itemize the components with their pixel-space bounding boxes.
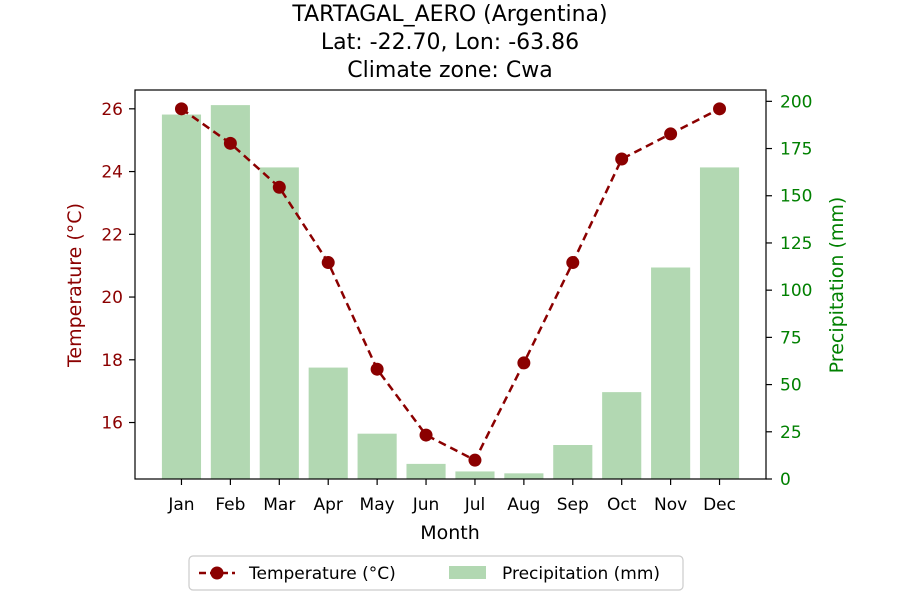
- legend-precipitation-swatch: [449, 566, 486, 579]
- x-axis-label: Month: [420, 522, 480, 544]
- temperature-point-apr: [321, 256, 335, 270]
- title-line-3: Climate zone: Cwa: [347, 58, 552, 83]
- right-y-tick-label: 200: [780, 92, 812, 112]
- precipitation-bar-oct: [602, 392, 642, 479]
- temperature-point-dec: [713, 102, 727, 116]
- right-y-tick-label: 50: [780, 376, 802, 396]
- x-tick-label: Feb: [215, 495, 245, 515]
- plot-frame: [134, 89, 767, 480]
- precipitation-bar-sep: [553, 445, 593, 479]
- temperature-series: [174, 102, 727, 467]
- temperature-point-aug: [517, 356, 531, 370]
- precipitation-bar-feb: [210, 105, 250, 479]
- left-y-tick-label: 24: [101, 163, 123, 183]
- legend-temperature-marker: [210, 566, 224, 580]
- chart-title: TARTAGAL_AERO (Argentina) Lat: -22.70, L…: [291, 2, 607, 83]
- right-y-tick-label: 150: [780, 187, 812, 207]
- right-y-axis-label: Precipitation (mm): [826, 197, 848, 374]
- right-y-tick-label: 175: [780, 140, 812, 160]
- left-y-axis: 16 18 20 22 24 26: [101, 100, 135, 434]
- title-line-2: Lat: -22.70, Lon: -63.86: [321, 30, 579, 55]
- legend-frame: [188, 555, 684, 591]
- temperature-point-mar: [272, 180, 286, 194]
- precipitation-bar-dec: [699, 167, 740, 479]
- precipitation-bar-aug: [504, 473, 544, 479]
- left-y-tick-label: 20: [101, 288, 123, 308]
- precipitation-bar-jan: [161, 114, 202, 479]
- x-tick-label: Jan: [167, 495, 194, 515]
- precipitation-bar-nov: [651, 267, 691, 479]
- right-y-tick-label: 100: [780, 281, 812, 301]
- precipitation-bar-may: [357, 433, 397, 479]
- temperature-point-nov: [664, 127, 678, 141]
- legend-precipitation-label: Precipitation (mm): [502, 564, 660, 584]
- right-y-axis: 0 25 50 75 100 125 150 175 200: [766, 92, 812, 490]
- x-tick-label: Dec: [703, 495, 736, 515]
- left-y-tick-label: 26: [101, 100, 123, 120]
- left-y-tick-label: 22: [101, 225, 123, 245]
- temperature-point-may: [370, 362, 384, 376]
- x-tick-label: Apr: [314, 495, 343, 515]
- precipitation-bar-jun: [406, 463, 446, 479]
- temperature-point-jan: [174, 102, 188, 116]
- temperature-point-jun: [419, 428, 433, 442]
- x-tick-label: Mar: [263, 495, 295, 515]
- right-y-tick-label: 0: [780, 470, 791, 490]
- x-tick-label: Nov: [654, 495, 687, 515]
- precipitation-bar-jul: [455, 471, 495, 479]
- precipitation-bar-apr: [308, 367, 348, 479]
- x-tick-label: Oct: [607, 495, 637, 515]
- x-tick-label: Jun: [412, 495, 440, 515]
- right-y-tick-label: 75: [780, 328, 802, 348]
- legend-temperature-label: Temperature (°C): [248, 564, 396, 584]
- precipitation-bars: [161, 105, 740, 479]
- title-line-1: TARTAGAL_AERO (Argentina): [291, 2, 607, 27]
- temperature-point-oct: [615, 152, 629, 166]
- left-y-tick-label: 16: [101, 414, 123, 434]
- x-axis: Jan Feb Mar Apr May Jun Jul Aug Sep Oct Nov Dec: [167, 479, 736, 515]
- x-tick-label: Aug: [507, 495, 540, 515]
- left-y-axis-label: Temperature (°C): [64, 203, 86, 368]
- temperature-line: [180, 107, 721, 462]
- precipitation-bar-mar: [259, 167, 299, 479]
- temperature-point-jul: [468, 453, 482, 467]
- x-tick-label: Jul: [464, 495, 486, 515]
- x-tick-label: Sep: [557, 495, 589, 515]
- x-tick-label: May: [360, 495, 395, 515]
- legend: Temperature (°C) Precipitation (mm): [188, 555, 684, 591]
- left-y-tick-label: 18: [101, 351, 123, 371]
- right-y-tick-label: 125: [780, 234, 812, 254]
- temperature-point-feb: [223, 136, 237, 150]
- right-y-tick-label: 25: [780, 423, 802, 443]
- temperature-point-sep: [566, 256, 580, 270]
